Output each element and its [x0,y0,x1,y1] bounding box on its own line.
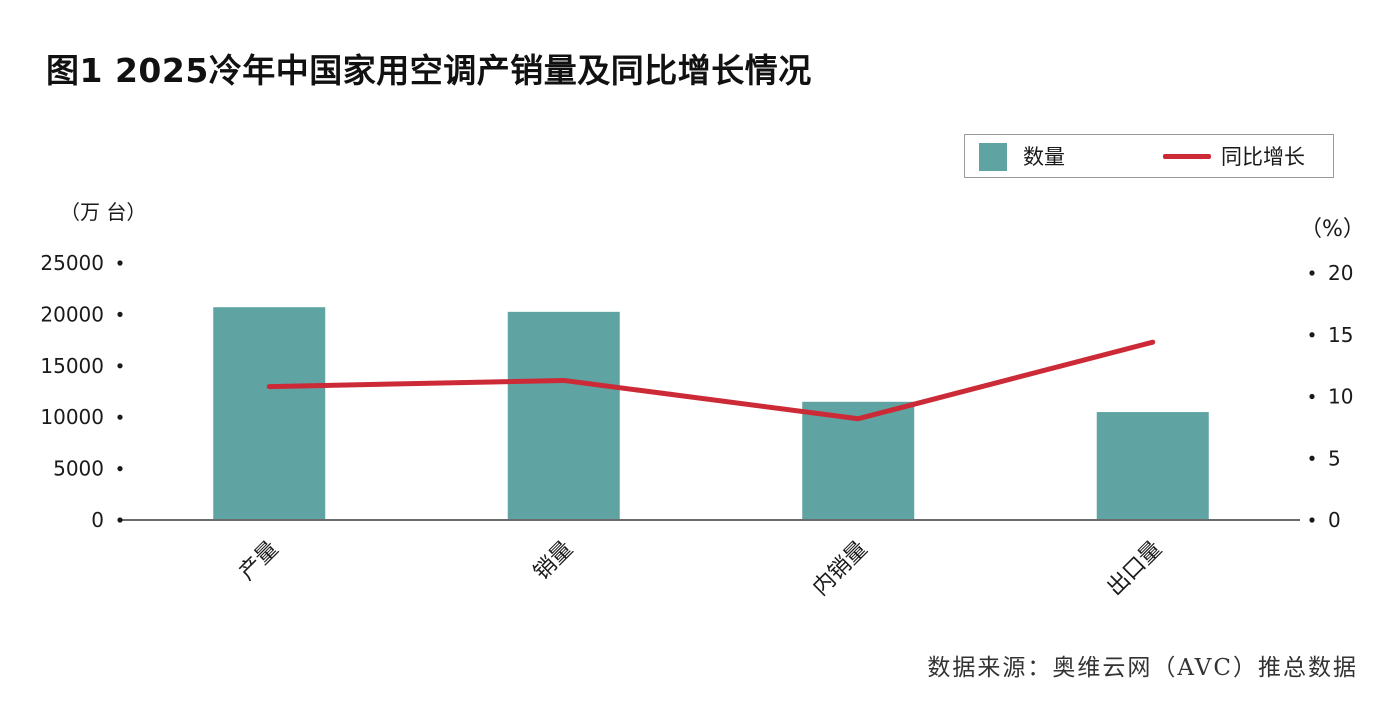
x-category-label-3: 内销量 [808,537,872,601]
y-right-tick-label-2: 10 [1328,385,1353,409]
y-left-tick-label-1: 5000 [53,457,104,481]
y-axis-left-unit: （万 台） [60,200,147,224]
yoy-growth-point-3 [857,418,859,420]
y-left-tick-mark-0 [117,517,123,523]
y-right-tick-mark-1 [1309,455,1315,461]
y-left-tick-label-5: 25000 [40,251,104,275]
yoy-growth-line [266,339,1156,422]
bar-2 [507,311,620,520]
y-left-tick-mark-1 [117,466,123,472]
legend: 数量 同比增长 [964,134,1334,178]
y-right-tick-label-0: 0 [1328,508,1341,532]
x-category-label-4: 出口量 [1103,537,1167,601]
yoy-growth-point-2 [563,379,565,381]
y-left-tick-label-0: 0 [91,508,104,532]
y-axis-right-unit: （%） [1300,217,1365,242]
y-left-tick-label-2: 10000 [40,405,104,429]
legend-swatch-yoy-growth [1163,154,1211,159]
yoy-growth-point-1 [268,386,270,388]
y-right-tick-label-1: 5 [1328,446,1341,470]
y-left-tick-label-3: 15000 [40,354,104,378]
y-right-tick-label-4: 20 [1328,261,1353,285]
y-right-tick-label-3: 15 [1328,323,1353,347]
y-left-tick-mark-3 [117,363,123,369]
source-note: 数据来源：奥维云网（AVC）推总数据 [927,655,1358,681]
bar-1 [213,307,326,520]
chart-title: 图1 2025冷年中国家用空调产销量及同比增长情况 [46,51,812,90]
bar-4 [1096,412,1209,520]
y-right-tick-mark-3 [1309,332,1315,338]
x-category-label-2: 销量 [529,537,578,586]
y-left-tick-mark-2 [117,414,123,420]
legend-label-quantity: 数量 [1023,145,1065,169]
legend-label-yoy-growth: 同比增长 [1221,145,1305,169]
y-left-tick-mark-4 [117,311,123,317]
y-right-tick-mark-0 [1309,517,1315,523]
y-right-tick-mark-2 [1309,393,1315,400]
y-left-tick-mark-5 [117,260,123,266]
bar-3 [802,401,915,520]
y-right-tick-mark-4 [1309,270,1315,276]
yoy-growth-point-4 [1152,341,1154,343]
x-category-label-1: 产量 [235,537,284,586]
legend-swatch-quantity [979,143,1007,171]
y-left-tick-label-4: 20000 [40,302,104,326]
